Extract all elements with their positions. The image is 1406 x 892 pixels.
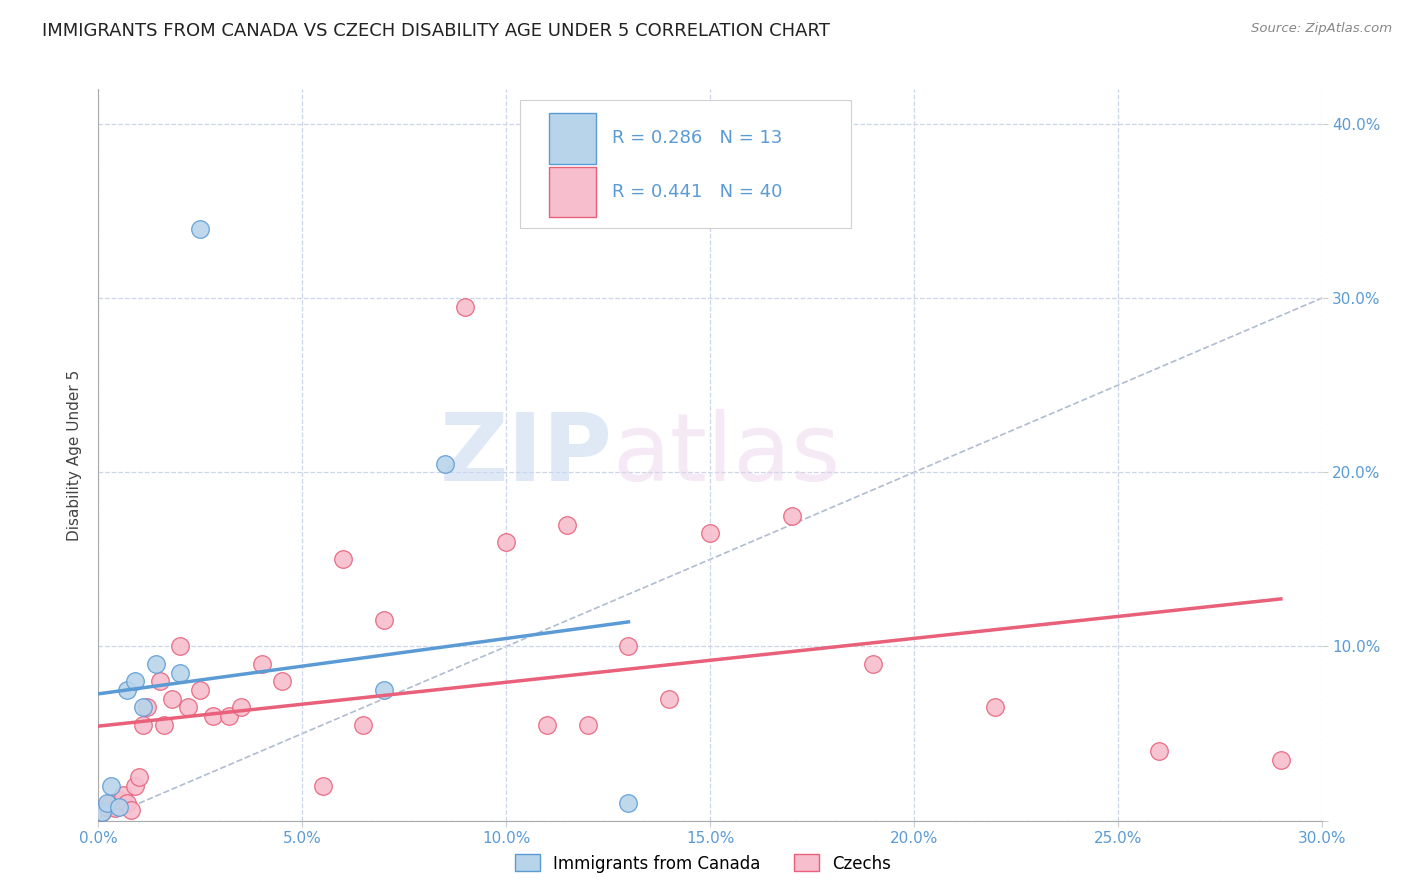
Point xyxy=(108,793,131,807)
Text: R = 0.286   N = 13: R = 0.286 N = 13 xyxy=(612,129,783,147)
Point xyxy=(100,796,122,810)
Point xyxy=(104,801,127,815)
Point xyxy=(188,683,212,698)
Point xyxy=(91,805,114,819)
Legend: Immigrants from Canada, Czechs: Immigrants from Canada, Czechs xyxy=(508,847,898,880)
Point xyxy=(96,796,118,810)
Point xyxy=(115,796,138,810)
Point xyxy=(145,657,167,671)
Point xyxy=(218,709,240,723)
Point xyxy=(984,700,1007,714)
Point xyxy=(169,665,191,680)
Point xyxy=(169,640,191,654)
Point xyxy=(373,613,395,627)
Point xyxy=(312,779,335,793)
Point xyxy=(91,805,114,819)
Point xyxy=(557,517,579,532)
Point xyxy=(124,779,146,793)
Point xyxy=(699,526,721,541)
Point xyxy=(188,221,212,235)
Point xyxy=(862,657,884,671)
Point xyxy=(100,779,122,793)
Text: atlas: atlas xyxy=(612,409,841,501)
Point xyxy=(231,700,253,714)
Point xyxy=(617,640,640,654)
Text: Source: ZipAtlas.com: Source: ZipAtlas.com xyxy=(1251,22,1392,36)
Point xyxy=(132,700,155,714)
FancyBboxPatch shape xyxy=(548,113,596,164)
Point xyxy=(136,700,159,714)
Point xyxy=(120,803,142,817)
Point xyxy=(96,799,118,814)
Point xyxy=(658,691,681,706)
Y-axis label: Disability Age Under 5: Disability Age Under 5 xyxy=(67,369,83,541)
FancyBboxPatch shape xyxy=(520,100,851,228)
Point xyxy=(1270,753,1292,767)
FancyBboxPatch shape xyxy=(548,167,596,218)
Point xyxy=(352,718,374,732)
Point xyxy=(373,683,395,698)
Point xyxy=(160,691,183,706)
Point xyxy=(108,799,131,814)
Point xyxy=(132,718,155,732)
Point xyxy=(201,709,224,723)
Point xyxy=(128,770,150,784)
Point xyxy=(177,700,200,714)
Point xyxy=(495,535,517,549)
Point xyxy=(536,718,558,732)
Point xyxy=(454,300,477,314)
Point xyxy=(617,796,640,810)
Text: IMMIGRANTS FROM CANADA VS CZECH DISABILITY AGE UNDER 5 CORRELATION CHART: IMMIGRANTS FROM CANADA VS CZECH DISABILI… xyxy=(42,22,830,40)
Point xyxy=(111,788,134,802)
Point xyxy=(576,718,599,732)
Point xyxy=(1147,744,1170,758)
Point xyxy=(152,718,174,732)
Point xyxy=(124,674,146,689)
Point xyxy=(434,457,457,471)
Point xyxy=(332,552,354,566)
Point xyxy=(780,508,803,523)
Point xyxy=(149,674,172,689)
Point xyxy=(270,674,294,689)
Text: ZIP: ZIP xyxy=(439,409,612,501)
Point xyxy=(115,683,138,698)
Point xyxy=(250,657,273,671)
Text: R = 0.441   N = 40: R = 0.441 N = 40 xyxy=(612,183,783,201)
